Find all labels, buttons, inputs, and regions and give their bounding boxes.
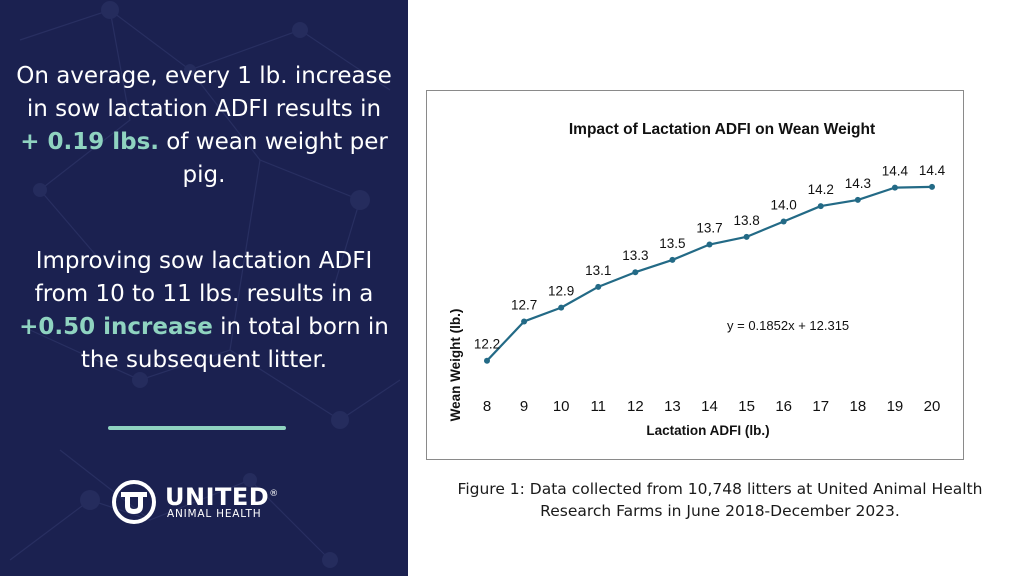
data-point bbox=[706, 241, 713, 248]
chart-frame: Impact of Lactation ADFI on Wean Weight … bbox=[426, 90, 964, 460]
accent-divider bbox=[108, 426, 286, 430]
data-label-layer: 12.2 12.7 12.9 13.1 13.3 13.5 13.7 13.8 14.0 14.2… bbox=[474, 163, 946, 352]
logo-wordmark: UNITED® bbox=[165, 480, 279, 511]
stat-2-highlight: +0.50 increase bbox=[19, 314, 213, 340]
x-tick-label: 10 bbox=[553, 398, 570, 415]
x-tick-label: 11 bbox=[590, 398, 606, 415]
data-point bbox=[595, 283, 602, 290]
line-chart: Impact of Lactation ADFI on Wean Weight … bbox=[448, 121, 946, 438]
logo-name: UNITED bbox=[165, 483, 270, 511]
x-tick-label: 17 bbox=[812, 398, 829, 415]
stat-text-total-born: Improving sow lactation ADFI from 10 to … bbox=[14, 245, 394, 377]
data-label: 12.2 bbox=[474, 337, 500, 352]
x-tick-label: 20 bbox=[924, 398, 941, 415]
stat-2-text-end: in total born in the subsequent litter. bbox=[80, 314, 389, 373]
x-tick-label: 15 bbox=[738, 398, 755, 415]
stat-1-highlight: + 0.19 lbs. bbox=[20, 129, 159, 155]
x-tick-label: 18 bbox=[849, 398, 866, 415]
data-label: 13.3 bbox=[622, 248, 648, 263]
data-label: 14.4 bbox=[919, 163, 946, 178]
series-layer bbox=[484, 183, 935, 364]
data-label: 12.9 bbox=[548, 284, 574, 299]
x-tick-label: 13 bbox=[664, 398, 681, 415]
data-point bbox=[929, 183, 935, 190]
data-label: 13.7 bbox=[696, 221, 722, 236]
x-tick-label: 9 bbox=[520, 398, 528, 415]
data-point bbox=[817, 203, 824, 210]
united-animal-health-logo: UNITED® ANIMAL HEALTH bbox=[112, 478, 282, 526]
data-point bbox=[891, 184, 898, 191]
series-line bbox=[486, 185, 933, 362]
trendline-equation: y = 0.1852x + 12.315 bbox=[727, 318, 849, 333]
network-background bbox=[9, 1, 401, 568]
data-point bbox=[780, 218, 787, 225]
y-axis-label: Wean Weight (lb.) bbox=[448, 309, 463, 422]
x-tick-layer: 8 9 10 11 12 13 14 15 16 17 18 19 20 bbox=[483, 398, 941, 415]
data-label: 14.3 bbox=[845, 176, 871, 191]
chart-title: Impact of Lactation ADFI on Wean Weight bbox=[569, 121, 875, 138]
logo-registered-mark: ® bbox=[269, 489, 279, 499]
data-label: 13.5 bbox=[659, 236, 685, 251]
x-axis-label: Lactation ADFI (lb.) bbox=[646, 423, 769, 438]
x-tick-label: 12 bbox=[627, 398, 644, 415]
stat-1-text: On average, every 1 lb. increase in sow … bbox=[16, 63, 392, 122]
data-label: 13.1 bbox=[585, 263, 611, 278]
data-point bbox=[521, 318, 528, 325]
data-label: 12.7 bbox=[511, 297, 537, 312]
data-point bbox=[558, 304, 565, 311]
x-tick-label: 8 bbox=[483, 398, 491, 415]
left-panel: On average, every 1 lb. increase in sow … bbox=[0, 0, 408, 576]
logo-mark-icon bbox=[112, 480, 156, 524]
x-tick-label: 19 bbox=[887, 398, 904, 415]
x-tick-label: 16 bbox=[775, 398, 792, 415]
stat-text-wean-weight: On average, every 1 lb. increase in sow … bbox=[14, 60, 394, 192]
x-tick-label: 14 bbox=[701, 398, 718, 415]
data-point bbox=[743, 233, 750, 240]
logo-subtitle: ANIMAL HEALTH bbox=[167, 508, 262, 520]
data-point bbox=[669, 256, 676, 263]
figure-caption: Figure 1: Data collected from 10,748 lit… bbox=[457, 480, 983, 520]
data-label: 14.0 bbox=[771, 197, 797, 212]
data-point bbox=[484, 357, 490, 364]
data-label: 13.8 bbox=[733, 213, 759, 228]
stat-2-text: Improving sow lactation ADFI from 10 to … bbox=[34, 248, 374, 307]
data-label: 14.4 bbox=[882, 164, 909, 179]
data-label: 14.2 bbox=[808, 182, 834, 197]
data-point bbox=[632, 269, 639, 276]
stat-1-text-end: of wean weight per pig. bbox=[159, 129, 388, 188]
data-point bbox=[854, 196, 861, 203]
